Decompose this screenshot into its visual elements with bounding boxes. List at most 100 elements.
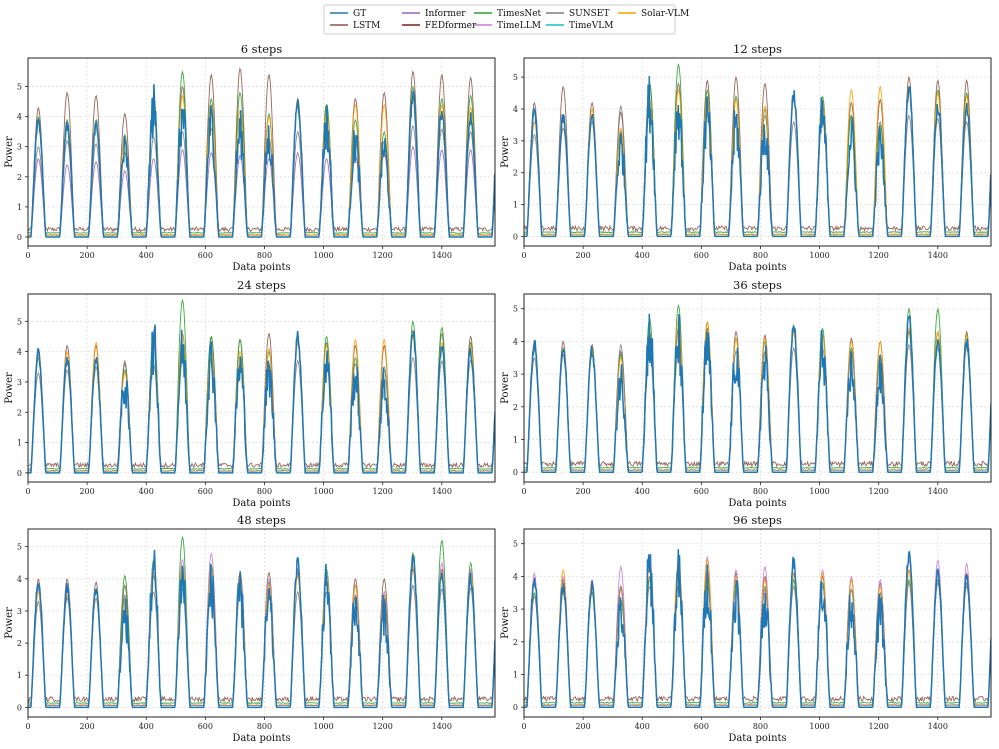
- x-axis-label: Data points: [232, 733, 290, 744]
- x-tick-label: 0: [521, 251, 526, 260]
- legend-label-fedformer: FEDformer: [425, 21, 477, 31]
- x-tick-label: 200: [79, 487, 94, 496]
- y-axis-label: Power: [4, 607, 15, 639]
- series-line-timesnet: [524, 62, 991, 234]
- x-tick-label: 1000: [313, 487, 333, 496]
- y-axis-label: Power: [4, 136, 15, 168]
- legend-label-solar-vlm: Solar-VLM: [641, 9, 689, 19]
- plot-frame: [27, 528, 496, 718]
- y-tick-label: 4: [17, 348, 22, 357]
- panel-title: 36 steps: [733, 278, 782, 292]
- x-tick-label: 200: [79, 251, 94, 260]
- legend-label-lstm: LSTM: [353, 21, 380, 31]
- x-tick-label: 1200: [373, 722, 393, 731]
- y-tick-label: 0: [17, 703, 22, 712]
- series-line-gt: [28, 324, 495, 474]
- x-tick-label: 800: [257, 251, 272, 260]
- x-tick-label: 1400: [432, 251, 452, 260]
- y-tick-label: 2: [17, 173, 22, 182]
- series-line-informer: [28, 145, 495, 237]
- x-tick-label: 200: [575, 251, 590, 260]
- series-line-gt: [28, 84, 495, 238]
- x-tick-label: 1400: [928, 722, 948, 731]
- y-tick-label: 3: [17, 143, 22, 152]
- x-tick-label: 1400: [928, 487, 948, 496]
- legend-label-timevlm: TimeVLM: [569, 21, 613, 31]
- x-tick-label: 1000: [809, 722, 829, 731]
- chart-panel-12-steps: 0 200 400 600 800 1000 1200 1400 0 1 2 3 4 5 12 steps D…: [500, 42, 992, 273]
- y-tick-label: 0: [513, 703, 518, 712]
- series-line-gt: [524, 549, 991, 708]
- x-tick-label: 1200: [373, 487, 393, 496]
- x-tick-label: 600: [198, 251, 213, 260]
- chart-panel-36-steps: 0 200 400 600 800 1000 1200 1400 0 1 2 3 4 5 36 steps D…: [500, 278, 992, 509]
- x-tick-label: 1200: [869, 251, 889, 260]
- x-tick-label: 400: [139, 487, 154, 496]
- y-tick-label: 5: [513, 305, 518, 314]
- series-group: [524, 62, 991, 238]
- y-tick-label: 0: [17, 469, 22, 478]
- chart-panel-96-steps: 0 200 400 600 800 1000 1200 1400 0 1 2 3 4 5 96 steps D…: [500, 513, 992, 744]
- x-tick-label: 400: [139, 251, 154, 260]
- y-tick-label: 5: [17, 83, 22, 92]
- y-tick-label: 2: [513, 169, 518, 178]
- panel-title: 12 steps: [733, 42, 782, 56]
- y-axis-label: Power: [4, 372, 15, 404]
- y-tick-label: 3: [17, 607, 22, 616]
- x-tick-label: 400: [139, 722, 154, 731]
- y-tick-label: 0: [513, 468, 518, 477]
- panel-title: 6 steps: [241, 42, 283, 56]
- series-group: [28, 298, 495, 474]
- y-tick-label: 1: [513, 670, 518, 679]
- y-tick-label: 5: [17, 317, 22, 326]
- y-axis-label: Power: [500, 372, 511, 404]
- series-line-solar-vlm: [28, 332, 495, 473]
- y-axis-label: Power: [500, 136, 511, 168]
- x-tick-label: 800: [753, 487, 768, 496]
- panel-title: 96 steps: [733, 513, 782, 527]
- x-tick-label: 600: [694, 722, 709, 731]
- plot-frame: [27, 57, 496, 247]
- legend-label-timellm: TimeLLM: [497, 21, 541, 31]
- y-tick-label: 1: [17, 203, 22, 212]
- x-tick-label: 800: [753, 251, 768, 260]
- y-tick-label: 2: [513, 403, 518, 412]
- series-group: [28, 67, 495, 238]
- x-tick-label: 800: [257, 487, 272, 496]
- series-line-gt: [28, 549, 495, 709]
- x-axis-label: Data points: [728, 733, 786, 744]
- series-line-timellm: [524, 555, 991, 707]
- y-tick-label: 1: [17, 439, 22, 448]
- y-tick-label: 1: [513, 435, 518, 444]
- y-axis-label: Power: [500, 607, 511, 639]
- x-tick-label: 1200: [869, 487, 889, 496]
- y-tick-label: 1: [17, 671, 22, 680]
- chart-panel-24-steps: 0 200 400 600 800 1000 1200 1400 0 1 2 3 4 5 24 steps D…: [4, 278, 496, 509]
- x-tick-label: 1000: [809, 487, 829, 496]
- series-line-timellm: [28, 552, 495, 707]
- plot-frame: [523, 57, 992, 247]
- y-tick-label: 3: [513, 370, 518, 379]
- series-line-timesnet: [28, 535, 495, 705]
- x-tick-label: 0: [521, 487, 526, 496]
- series-group: [28, 535, 495, 709]
- x-tick-label: 1400: [432, 487, 452, 496]
- x-tick-label: 600: [198, 722, 213, 731]
- x-tick-label: 0: [25, 722, 30, 731]
- series-line-timesnet: [524, 303, 991, 470]
- x-tick-label: 400: [635, 487, 650, 496]
- x-tick-label: 200: [575, 722, 590, 731]
- y-tick-label: 2: [17, 639, 22, 648]
- x-tick-label: 1200: [869, 722, 889, 731]
- y-tick-label: 3: [17, 378, 22, 387]
- x-tick-label: 1000: [313, 722, 333, 731]
- series-line-gt: [524, 75, 991, 238]
- y-tick-label: 4: [17, 575, 22, 584]
- x-tick-label: 600: [198, 487, 213, 496]
- y-tick-label: 5: [513, 540, 518, 549]
- series-line-solar-vlm: [28, 564, 495, 707]
- legend-label-sunset: SUNSET: [569, 9, 609, 19]
- y-tick-label: 3: [513, 605, 518, 614]
- x-axis-label: Data points: [728, 498, 786, 509]
- y-tick-label: 3: [513, 137, 518, 146]
